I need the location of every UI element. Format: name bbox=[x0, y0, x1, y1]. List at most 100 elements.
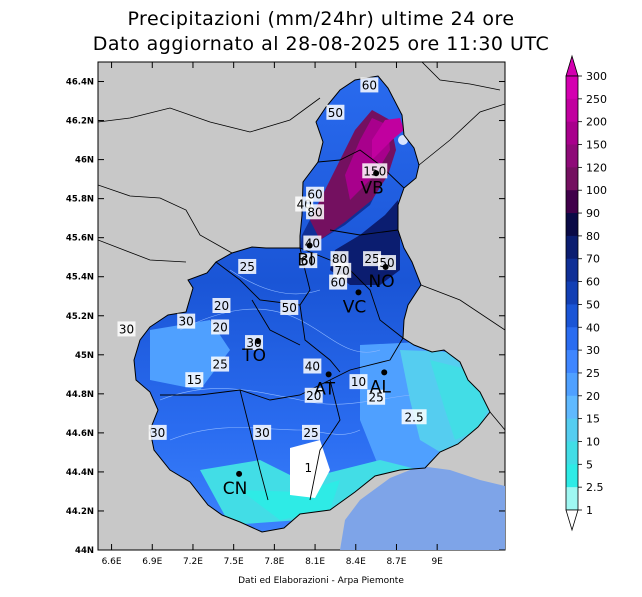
contour-label: 25 bbox=[212, 358, 227, 372]
colorbar-label: 25 bbox=[586, 367, 600, 380]
contour-label: 20 bbox=[212, 320, 227, 334]
city-label: NO bbox=[369, 272, 395, 292]
colorbar-segment bbox=[566, 76, 578, 100]
contour-label-box bbox=[238, 258, 257, 274]
city-label: BI bbox=[297, 250, 314, 270]
contour-label-box bbox=[211, 356, 230, 372]
colorbar-label: 60 bbox=[586, 276, 600, 289]
city-label: AL bbox=[370, 377, 392, 397]
contour-label-box bbox=[253, 424, 272, 440]
colorbar-segment bbox=[566, 304, 578, 328]
contour-label: 70 bbox=[335, 264, 350, 278]
contour-label: 60 bbox=[330, 276, 345, 290]
colorbar-label: 15 bbox=[586, 413, 600, 426]
x-tick-label: 8.4E bbox=[346, 557, 366, 567]
x-tick-label: 7.5E bbox=[224, 557, 244, 567]
contour-label-box bbox=[212, 298, 231, 313]
y-tick-label: 46.4N bbox=[66, 78, 94, 88]
contour-label-box bbox=[306, 204, 325, 220]
colorbar-label: 20 bbox=[586, 390, 600, 403]
colorbar-segment bbox=[566, 441, 578, 465]
contour-label: 20 bbox=[306, 389, 321, 403]
colorbar-segment bbox=[566, 258, 578, 283]
city-dot bbox=[355, 289, 362, 296]
contour-label: 60 bbox=[307, 188, 322, 202]
contour-label: 25 bbox=[240, 260, 255, 274]
contour-label-box bbox=[304, 387, 323, 403]
colorbar-label: 120 bbox=[586, 161, 607, 174]
city-dot bbox=[325, 371, 332, 378]
colorbar-top-arrow bbox=[565, 54, 579, 77]
colorbar-segment bbox=[566, 213, 578, 237]
contour-labels: 6050150406080406080706025502520302030503… bbox=[117, 77, 427, 476]
contour-label-box bbox=[211, 319, 230, 335]
x-tick-label: 6.6E bbox=[102, 557, 122, 567]
contour-label-box bbox=[303, 358, 322, 374]
contour-label: 30 bbox=[119, 322, 134, 336]
contour-label: 50 bbox=[282, 301, 297, 315]
colorbar-label: 70 bbox=[586, 253, 600, 266]
colorbar-segment bbox=[566, 372, 578, 397]
contour-label: 10 bbox=[351, 375, 366, 389]
colorbar-segment bbox=[566, 487, 578, 511]
city-dot bbox=[381, 369, 388, 376]
contour-label: 30 bbox=[150, 426, 165, 440]
contour-label-box bbox=[177, 313, 196, 329]
colorbar-segment bbox=[566, 327, 578, 351]
city-label: VC bbox=[343, 297, 367, 317]
contour-label-box bbox=[330, 251, 349, 267]
contour-label-box bbox=[117, 321, 136, 337]
colorbar-segment bbox=[566, 144, 578, 168]
colorbar-label: 100 bbox=[586, 184, 607, 197]
colorbar-label: 5 bbox=[586, 458, 593, 471]
y-tick-label: 45N bbox=[75, 351, 94, 361]
contour-label-box bbox=[148, 424, 167, 440]
colorbar-segment bbox=[566, 418, 578, 442]
contour-label: 30 bbox=[179, 315, 194, 329]
contour-label-box bbox=[377, 255, 396, 271]
y-tick-label: 46.2N bbox=[66, 117, 94, 127]
city-label: VB bbox=[360, 178, 383, 198]
colorbar-label: 200 bbox=[586, 116, 607, 129]
contour-label-box bbox=[349, 374, 368, 390]
colorbar-label: 300 bbox=[586, 70, 607, 83]
contour-label: 15 bbox=[187, 373, 202, 387]
contour-label: 1 bbox=[304, 461, 312, 475]
colorbar-segment bbox=[566, 395, 578, 420]
contour-label-box bbox=[360, 77, 379, 93]
x-tick-label: 6.9E bbox=[142, 557, 162, 567]
contour-label-box bbox=[363, 251, 382, 267]
contour-label: 25 bbox=[364, 252, 379, 266]
colorbar-segment bbox=[566, 350, 578, 374]
x-tick-label: 8.1E bbox=[305, 557, 325, 567]
city-dot bbox=[236, 470, 243, 477]
y-tick-label: 45.2N bbox=[66, 312, 94, 322]
colorbar-label: 10 bbox=[586, 435, 600, 448]
colorbar-segment bbox=[566, 190, 578, 214]
colorbar-label: 30 bbox=[586, 344, 600, 357]
x-tick-label: 7.8E bbox=[264, 557, 284, 567]
city-dot bbox=[306, 242, 313, 249]
colorbar-segment bbox=[566, 121, 578, 146]
contour-label-box bbox=[329, 274, 348, 290]
contour-label: 50 bbox=[328, 106, 343, 120]
x-tick-label: 9E bbox=[431, 557, 443, 567]
city-dot bbox=[255, 338, 262, 345]
y-tick-label: 44.4N bbox=[66, 468, 94, 478]
contour-label: 80 bbox=[332, 252, 347, 266]
contour-label: 40 bbox=[305, 237, 320, 251]
y-tick-label: 44.6N bbox=[66, 429, 94, 439]
x-tick-label: 8.7E bbox=[386, 557, 406, 567]
contour-label: 25 bbox=[368, 391, 383, 405]
contour-label: 30 bbox=[255, 426, 270, 440]
y-tick-label: 45.6N bbox=[66, 234, 94, 244]
colorbar-label: 2.5 bbox=[586, 481, 604, 494]
data-credit: Dati ed Elaborazioni - Arpa Piemonte bbox=[238, 576, 404, 586]
map-subtitle: Dato aggiornato al 28-08-2025 ore 11:30 … bbox=[92, 33, 550, 55]
y-tick-label: 45.4N bbox=[66, 273, 94, 283]
contour-label-box bbox=[301, 424, 320, 440]
contour-label: 80 bbox=[307, 205, 322, 219]
y-tick-label: 46N bbox=[75, 156, 94, 166]
colorbar-label: 90 bbox=[586, 207, 600, 220]
contour-label-box bbox=[280, 299, 299, 315]
